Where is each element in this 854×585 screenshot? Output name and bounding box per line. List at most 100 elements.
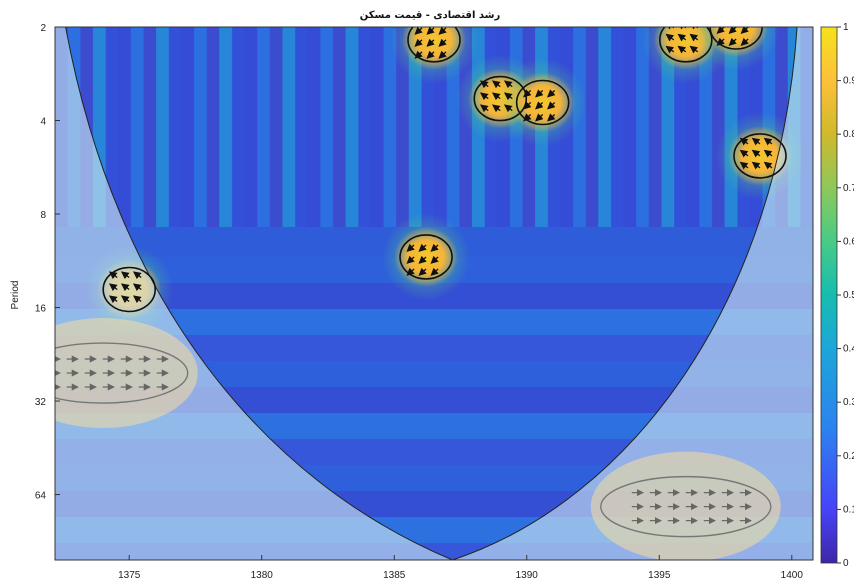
phase-arrows — [55, 15, 773, 525]
phase-arrow — [535, 89, 544, 98]
power-band — [648, 27, 662, 227]
power-band — [295, 27, 309, 227]
phase-arrow — [108, 271, 118, 280]
phase-arrow — [716, 37, 725, 46]
colorbar: 0 0.1 0.2 0.3 0.4 0.5 0.6 0.7 0.8 0.9 1 — [820, 22, 854, 569]
y-tick-label: 32 — [35, 397, 47, 408]
phase-arrow — [480, 92, 489, 101]
plot-frame — [54, 26, 814, 561]
phase-arrow — [414, 27, 423, 35]
phase-arrow — [406, 267, 415, 276]
phase-arrow — [132, 295, 142, 304]
colorbar-tick-label: 0 — [843, 558, 849, 569]
x-axis: 1375 1380 1385 1390 1395 1400 — [118, 555, 803, 581]
coi-warm-area — [590, 451, 781, 560]
phase-arrow — [547, 113, 556, 122]
colorbar-tick-label: 0.8 — [843, 129, 854, 140]
chart-title: رشد اقتصادی - قیمت مسکن — [360, 10, 501, 21]
x-tick-label: 1385 — [383, 570, 406, 581]
significance-contour-faded — [55, 342, 189, 404]
phase-arrow — [677, 45, 687, 54]
y-tick-label: 4 — [40, 117, 46, 128]
power-band — [105, 27, 119, 227]
phase-arrow — [418, 255, 427, 264]
phase-arrow — [414, 38, 423, 47]
significance-contour — [515, 79, 570, 126]
colorbar-tick-label: 0.1 — [843, 504, 854, 515]
phase-arrow — [547, 101, 556, 110]
power-band — [130, 27, 144, 227]
phase-arrow — [763, 149, 773, 158]
phase-arrow — [751, 161, 761, 170]
x-tick-label: 1395 — [648, 570, 671, 581]
phase-arrow — [492, 92, 501, 101]
colorbar-tick-label: 0.9 — [843, 76, 854, 87]
power-band — [257, 27, 271, 227]
phase-arrow — [751, 137, 761, 146]
phase-arrow — [677, 33, 687, 42]
phase-arrow — [438, 38, 447, 47]
colorbar-tick-label: 0.3 — [843, 397, 854, 408]
phase-arrow — [739, 161, 749, 170]
y-axis-label: Period — [10, 281, 21, 310]
phase-arrow — [438, 50, 447, 59]
significance-contour — [709, 27, 763, 50]
phase-arrow — [480, 80, 489, 89]
phase-arrow — [523, 101, 532, 110]
power-band — [636, 27, 650, 227]
power-band — [383, 27, 397, 227]
y-tick-label: 64 — [35, 491, 47, 502]
power-peak — [402, 27, 466, 70]
power-band — [307, 27, 321, 227]
phase-arrow — [535, 101, 544, 110]
power-band — [118, 27, 132, 227]
phase-arrow — [426, 50, 435, 59]
phase-arrow — [504, 104, 513, 113]
power-band — [396, 27, 410, 227]
phase-arrow — [504, 80, 513, 89]
phase-arrow — [418, 267, 427, 276]
y-tick-label: 16 — [35, 304, 47, 315]
power-band — [219, 27, 233, 227]
power-band — [143, 27, 157, 227]
phase-arrow — [504, 92, 513, 101]
power-band — [332, 27, 347, 227]
phase-arrow — [132, 283, 142, 292]
phase-arrow — [535, 113, 544, 122]
power-band — [598, 27, 612, 227]
power-band — [269, 27, 283, 227]
colorbar-scale — [820, 26, 838, 564]
phase-arrow — [665, 45, 675, 54]
colorbar-tick-label: 0.2 — [843, 451, 854, 462]
phase-arrow — [120, 271, 130, 280]
phase-arrow — [739, 149, 749, 158]
phase-arrow — [742, 15, 749, 21]
y-tick-label: 2 — [40, 23, 46, 34]
phase-arrow — [730, 15, 737, 21]
colorbar-tick-label: 1 — [843, 22, 849, 33]
power-band — [585, 27, 599, 227]
phase-arrow — [547, 89, 556, 98]
phase-arrow — [689, 33, 699, 42]
significance-contour — [658, 27, 713, 63]
phase-arrow — [763, 161, 773, 170]
phase-arrow — [406, 255, 415, 264]
power-band — [358, 27, 372, 227]
coi-shade-right — [452, 27, 813, 560]
power-band — [244, 27, 258, 227]
power-band — [181, 27, 195, 227]
significance-contour — [102, 266, 157, 313]
power-band — [320, 27, 334, 227]
phase-arrow — [751, 149, 761, 158]
power-band — [345, 27, 359, 227]
phase-arrow — [120, 295, 130, 304]
phase-arrow — [480, 104, 489, 113]
phase-arrow — [426, 27, 435, 35]
phase-arrow — [430, 255, 439, 264]
coi-boundary — [65, 27, 798, 560]
power-band — [623, 27, 637, 227]
phase-arrow — [716, 27, 725, 34]
power-band — [231, 27, 245, 227]
y-axis: 2 4 8 16 32 64 — [35, 23, 60, 502]
